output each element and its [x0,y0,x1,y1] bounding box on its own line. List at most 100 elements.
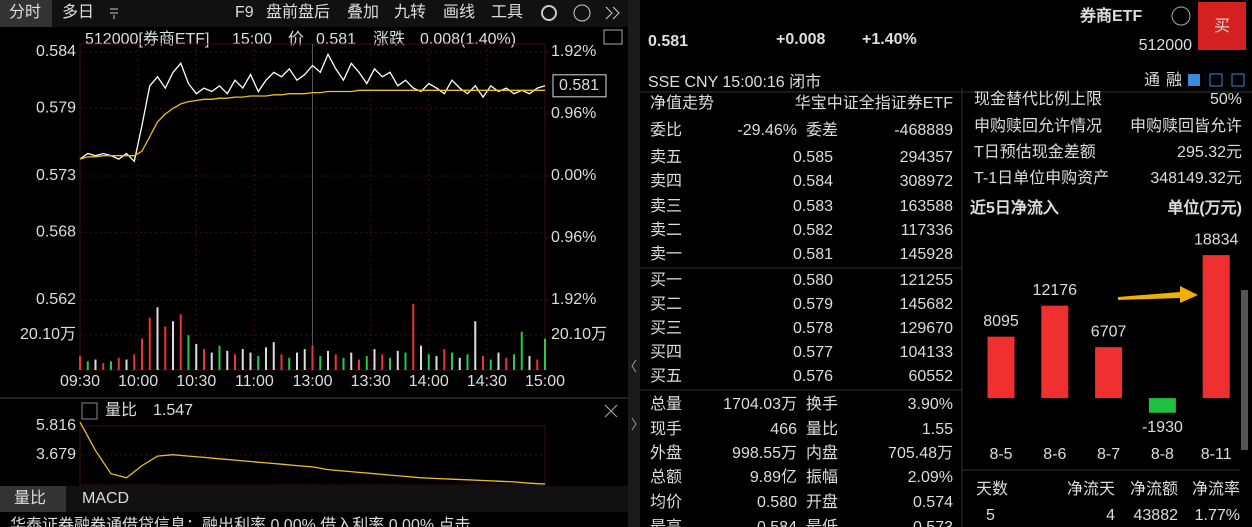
volume-bar [296,352,298,370]
indicator-tabbar [0,486,628,512]
table-header: 净流天 [1067,480,1115,498]
stat-value: 1704.03万 [723,396,797,413]
buy-label[interactable]: 买 [1214,17,1230,35]
stat-value: 9.89亿 [750,468,797,486]
active-indicator-bg[interactable] [0,486,66,512]
active-tab-bg[interactable] [0,0,52,27]
volume-bar [427,354,430,370]
plot-border [79,425,546,486]
collapse-right[interactable] [631,417,637,431]
volume-bar [110,361,112,370]
collapse-left[interactable] [631,359,637,373]
x-tick-label: 10:00 [118,373,158,390]
stat-value: 705.48万 [888,445,953,462]
bar [1095,347,1123,399]
x-tick-label: 15:00 [525,373,565,390]
y-tick-label: 5.816 [36,417,76,434]
indicator-tab[interactable]: 量比 [14,489,46,507]
tool-button[interactable]: 工具 [491,4,523,21]
change: 0.008(1.40%) [420,31,516,48]
stat-value: 0.573 [913,519,953,527]
volume-bar [396,350,399,370]
volume-bar [156,307,159,370]
stat-value: 0.584 [757,519,797,527]
book-volume: 308972 [900,173,953,190]
stat-label: 总量 [650,395,682,413]
x-tick-label: 13:00 [292,373,332,390]
window-icon[interactable] [1209,73,1223,87]
stat-label: 最高 [650,518,682,527]
help-icon[interactable] [573,4,591,22]
grid-icon[interactable] [1231,73,1245,87]
volume-bar [272,342,275,370]
stat-label: 换手 [806,395,838,413]
settings-icon[interactable] [541,5,557,21]
code: 512000[券商ETF] [85,30,210,48]
close-icon[interactable] [604,404,618,418]
label: 涨跌 [373,30,405,48]
table-cell: 5 [986,507,995,524]
x-tick-label: 8-8 [1151,446,1174,463]
value-label: 18834 [1194,231,1239,248]
edit-icon[interactable] [1188,74,1200,86]
price-tag: 0.581 [559,77,599,94]
stat-label: 现手 [650,420,682,438]
indicator-tab[interactable]: MACD [82,490,129,507]
volume-bar [311,345,314,370]
ticker: 华泰证券融券通借贷信息：融出利率 0.00% 借入利率 0.00% 点击 [10,516,471,527]
volume-bar [451,352,453,370]
tool-button[interactable]: 画线 [443,3,475,21]
splitter[interactable] [628,0,640,527]
table-header: 净流率 [1192,480,1240,498]
value: -468889 [894,122,953,139]
tool-button[interactable]: 九转 [394,3,426,21]
badge: 融 [1166,71,1182,89]
book-price: 0.582 [793,222,833,239]
book-price: 0.578 [793,320,833,337]
volume-bar [319,356,322,370]
stat-label: 均价 [650,493,682,511]
volume-bar [226,350,229,370]
expand-icon[interactable] [605,6,620,20]
wp-icon[interactable] [603,29,623,45]
scrollbar[interactable] [1241,290,1248,450]
volume-bar [249,352,252,370]
y2-tick-label: 1.92% [551,43,596,60]
y2-tick-label: 0.96% [551,229,596,246]
volume-bar [79,356,81,370]
stat-label: 开盘 [806,492,838,511]
info-icon[interactable] [1171,6,1191,26]
indicator-value: 1.547 [153,402,193,419]
x-tick-label: 10:30 [176,373,216,390]
info-label: T日预估现金差额 [974,143,1096,161]
volume-bar [513,354,515,370]
toolbar-bg [0,0,628,27]
stat-label: 最低 [806,518,838,527]
tab[interactable]: 分时 [9,3,41,21]
volume-bar [412,303,415,370]
table-header: 净流额 [1130,480,1178,498]
volume-bar [482,356,484,370]
buy-button[interactable] [1198,2,1246,50]
help-box[interactable] [81,402,98,420]
dropdown-icon[interactable] [110,8,118,19]
volume-bar [164,326,167,370]
bar [987,336,1015,399]
volume-bar [280,354,283,370]
tool-button[interactable]: 叠加 [347,3,379,21]
x-tick-label: 8-11 [1201,446,1232,463]
y2-tick-label: 0.00% [551,167,596,184]
volume-bar [544,338,546,370]
y-tick-label: 0.579 [36,100,76,117]
volume-bar [373,349,376,370]
volume-bar [195,343,198,370]
tab[interactable]: 多日 [62,3,94,21]
volume-bar [365,356,368,370]
stat-label: 量比 [806,420,838,438]
tool-button[interactable]: F9 [235,4,254,21]
book-price: 0.581 [793,246,833,263]
line [79,52,546,163]
tool-button[interactable]: 盘前盘后 [266,2,330,21]
volume-bar [241,349,244,370]
value-label: 6707 [1091,323,1127,340]
